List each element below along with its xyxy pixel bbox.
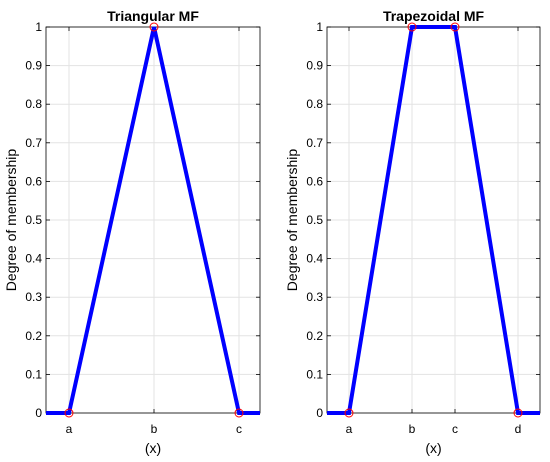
x-tick-label-d: d (515, 422, 522, 436)
chart-1-panel: 0 0.1 0.2 0.3 0.4 0.5 0.6 0.7 0.8 0.9 1 a b c Triangul… (3, 8, 261, 456)
x-tick-label-a: a (346, 422, 353, 436)
y-tick-label: 0.8 (306, 97, 323, 111)
marker-c (450, 22, 460, 32)
chart-2-panel: 0 0.1 0.2 0.3 0.4 0.5 0.6 0.7 0.8 0.9 1 a b c d Trapezo… (284, 8, 541, 456)
y-tick-label: 1 (316, 20, 323, 34)
y-axis-label: Degree of membership (3, 149, 19, 292)
y-tick-label: 0.3 (25, 290, 42, 304)
y-tick-label: 0.8 (25, 97, 42, 111)
y-tick-label: 0.5 (25, 213, 42, 227)
y-tick-label: 0.1 (306, 367, 323, 381)
y-tick-label: 0.2 (25, 329, 42, 343)
marker-c (234, 408, 244, 418)
x-axis-label: (x) (145, 440, 161, 456)
y-tick-label: 0.2 (306, 329, 323, 343)
x-tick-label-c: c (452, 422, 458, 436)
marker-b (149, 22, 159, 32)
marker-b (407, 22, 417, 32)
x-tick-label-b: b (409, 422, 416, 436)
y-tick-label: 0.6 (306, 174, 323, 188)
y-tick-label: 0.7 (306, 136, 323, 150)
y-tick-label: 0.4 (306, 252, 323, 266)
marker-a (64, 408, 74, 418)
y-tick-label: 0.9 (25, 59, 42, 73)
y-tick-label: 0.1 (25, 367, 42, 381)
y-tick-label: 0 (316, 406, 323, 420)
x-tick-label-c: c (236, 422, 242, 436)
y-tick-label: 0.6 (25, 174, 42, 188)
y-tick-label: 0.7 (25, 136, 42, 150)
x-tick-label-a: a (66, 422, 73, 436)
y-tick-label: 0.4 (25, 252, 42, 266)
y-tick-label: 0 (35, 406, 42, 420)
chart-title: Trapezoidal MF (383, 8, 485, 24)
x-axis-label: (x) (425, 440, 441, 456)
series-line (46, 26, 260, 415)
y-tick-label: 0.3 (306, 290, 323, 304)
chart-title: Triangular MF (107, 8, 199, 24)
y-tick-label: 1 (35, 20, 42, 34)
y-tick-label: 0.5 (306, 213, 323, 227)
marker-a (344, 408, 354, 418)
marker-d (513, 408, 523, 418)
y-tick-label: 0.9 (306, 59, 323, 73)
y-axis-label: Degree of membership (284, 149, 300, 292)
x-tick-label-b: b (151, 422, 158, 436)
